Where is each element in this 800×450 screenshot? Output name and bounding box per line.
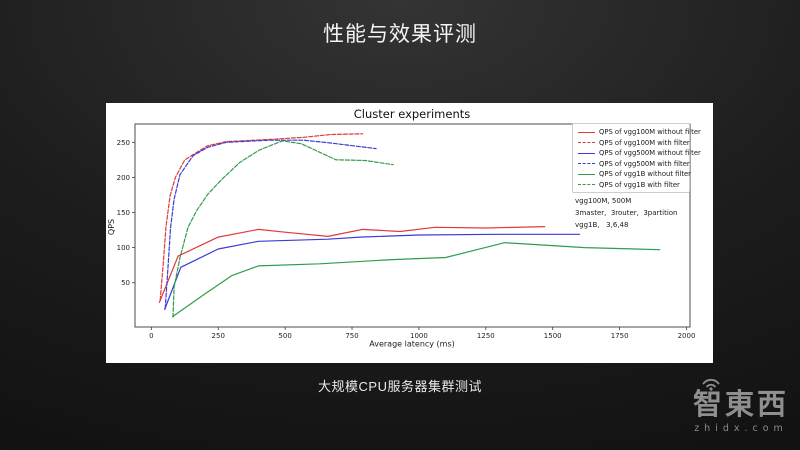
legend-line-sample: [578, 152, 595, 154]
annotation-line: 3master, 3router, 3partition: [575, 209, 678, 217]
zhidx-logo: 智東西 zhidx.com: [692, 379, 789, 434]
x-tick-label: 500: [278, 332, 291, 340]
legend-item: QPS of vgg1B with filter: [578, 181, 685, 189]
y-axis-label: QPS: [107, 219, 116, 235]
series-line-qps-of-vgg1b-without-filter: [172, 242, 661, 318]
legend-line-sample: [578, 142, 595, 143]
y-tick-label: 100: [117, 244, 130, 252]
y-tick-label: 150: [117, 209, 130, 217]
legend-label: QPS of vgg500M without filter: [599, 149, 701, 157]
chart-legend: QPS of vgg100M without filter QPS of vgg1…: [572, 123, 701, 193]
legend-line-sample: [578, 163, 595, 164]
chart-panel: Cluster experiments Average latency (ms)…: [106, 103, 713, 363]
series-line-qps-of-vgg500m-without-filter: [164, 233, 581, 310]
series-line-qps-of-vgg1b-with-filter: [172, 140, 394, 318]
plot-box: [134, 123, 691, 328]
legend-item: QPS of vgg1B without filter: [578, 170, 691, 178]
chart-annotation: vgg100M, 500M 3master, 3router, 3partitio…: [575, 195, 677, 231]
x-tick-label: 750: [345, 332, 358, 340]
legend-item: QPS of vgg100M with filter: [578, 139, 690, 147]
slide-title: 性能与效果评测: [323, 23, 477, 46]
legend-label: QPS of vgg500M with filter: [599, 159, 690, 168]
x-tick-label: 250: [212, 332, 225, 340]
x-tick-label: 1250: [477, 332, 495, 340]
x-tick-label: 1000: [410, 332, 428, 340]
legend-item: QPS of vgg500M without filter: [578, 149, 701, 157]
legend-line-sample: [578, 173, 595, 175]
logo-domain-text: zhidx.com: [694, 422, 788, 434]
legend-line-sample: [578, 184, 595, 185]
cluster-chart: Cluster experiments Average latency (ms)…: [107, 107, 696, 349]
series-line-qps-of-vgg500m-with-filter: [164, 139, 377, 310]
legend-label: QPS of vgg1B without filter: [599, 170, 691, 178]
wifi-icon: [702, 379, 720, 391]
legend-line-sample: [578, 131, 595, 133]
legend-item: QPS of vgg100M without filter: [578, 128, 701, 136]
legend-label: QPS of vgg100M without filter: [599, 128, 701, 136]
y-tick-label: 50: [121, 279, 130, 287]
y-tick-label: 250: [117, 139, 130, 147]
chart-title: Cluster experiments: [354, 107, 471, 121]
x-tick-label: 1750: [611, 332, 629, 340]
logo-brand-text: 智東西: [692, 389, 789, 421]
annotation-line: vgg1B, 3,6,48: [575, 221, 629, 229]
x-axis-label: Average latency (ms): [369, 340, 455, 349]
annotation-line: vgg100M, 500M: [575, 197, 632, 205]
legend-label: QPS of vgg100M with filter: [599, 138, 690, 147]
slide-caption: 大规模CPU服务器集群测试: [318, 379, 482, 394]
y-tick-label: 200: [117, 174, 130, 182]
x-tick-label: 0: [149, 332, 153, 340]
legend-label: QPS of vgg1B with filter: [599, 180, 680, 189]
series-line-qps-of-vgg100m-with-filter: [159, 133, 364, 301]
legend-item: QPS of vgg500M with filter: [578, 160, 690, 168]
series-line-qps-of-vgg100m-without-filter: [158, 225, 546, 303]
x-tick-label: 2000: [678, 332, 696, 340]
x-tick-label: 1500: [544, 332, 562, 340]
